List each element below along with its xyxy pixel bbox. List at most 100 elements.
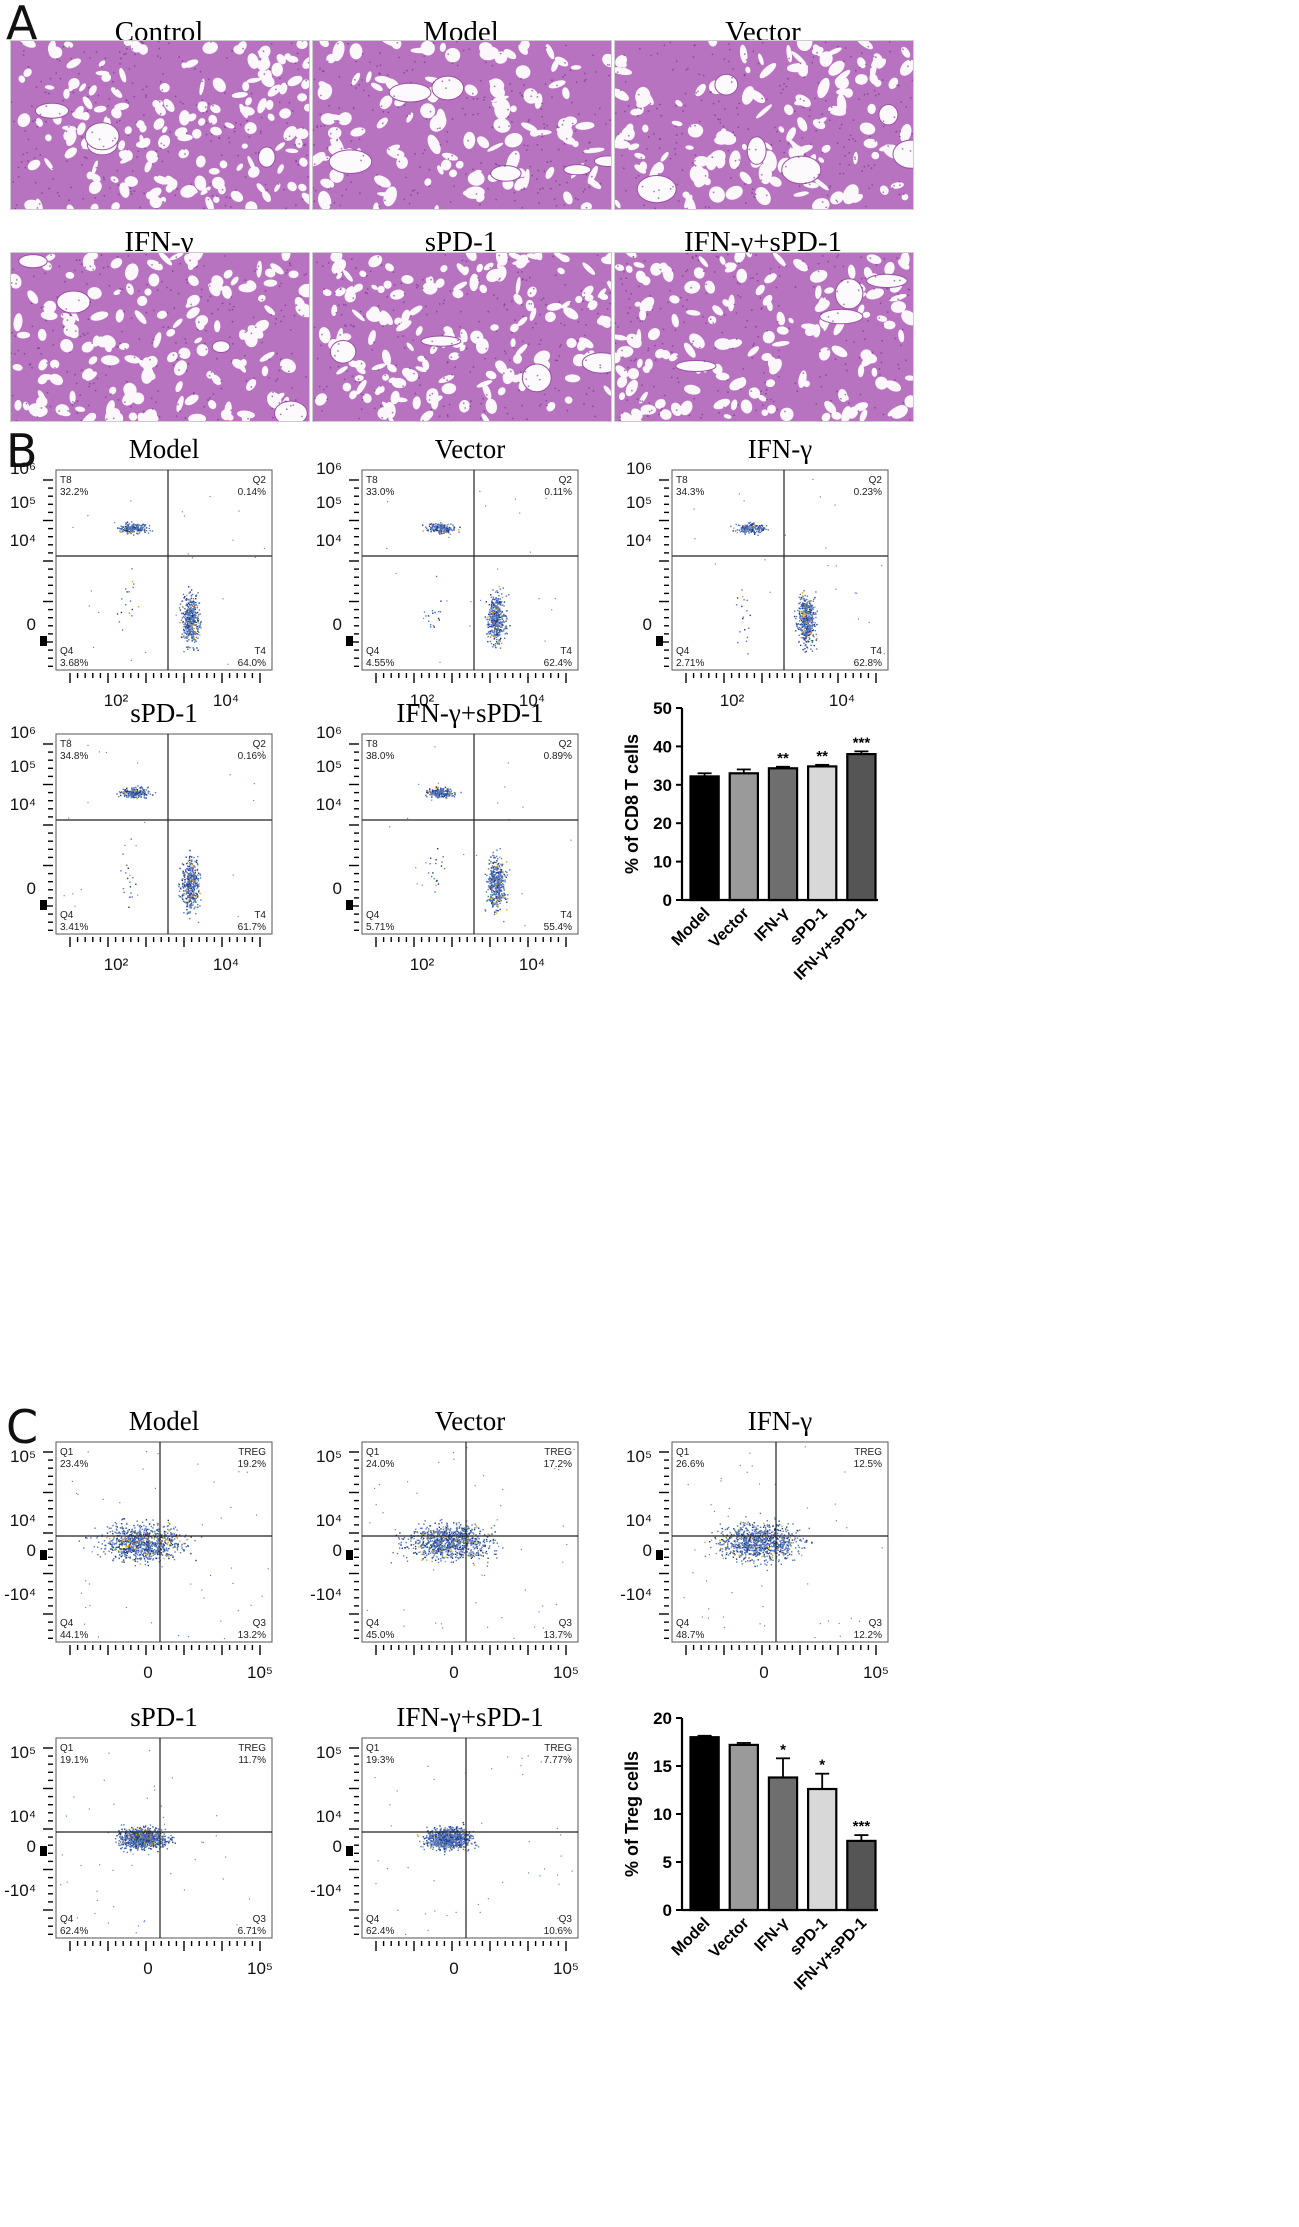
x-tick-label: 0 [143,1959,152,1978]
histology-texture [615,41,913,209]
bar [728,1743,759,1912]
axis-minor-ticks [659,1451,877,1655]
significance-marker: * [819,1757,825,1774]
y-tick-label: 10⁴ [10,1511,36,1530]
y-tick-label: 10⁵ [316,1743,342,1762]
y-tick-label: 0 [643,1541,652,1560]
axis-tick-cluster [40,900,47,910]
flow-plot-c-ifng: IFN-γ Q1 26.6% TREG 12.5% Q4 48.7% Q3 12.2% 10⁵ 10… [616,1404,916,1699]
x-tick-label: 10⁵ [247,1663,273,1682]
plot-frame [55,1737,273,1939]
quadrant-label-tr: TREG [854,1447,882,1458]
y-tick-label: 0 [27,615,36,634]
y-tick-label: 10⁴ [10,531,36,550]
histology-texture [615,253,913,421]
flow-plot-c-combo: IFN-γ+sPD-1 Q1 19.3% TREG 7.77% Q4 62.4% Q3 10.6… [306,1700,606,1995]
axis-tick-cluster [40,636,47,646]
y-tick-label: 0 [333,1837,342,1856]
plot-frame [55,733,273,935]
quadrant-label-tl: T8 [60,739,72,750]
flow-plot-title: IFN-γ [748,1406,812,1436]
y-tick-label: 0 [27,1837,36,1856]
quadrant-label-br-value: 62.8% [854,658,882,669]
bar [689,775,720,902]
quadrant-label-bl-value: 3.68% [60,658,88,669]
y-tick-label: 10⁴ [10,1807,36,1826]
x-tick-label: 10⁴ [519,691,545,710]
x-tick-label: 0 [449,1959,458,1978]
quadrant-label-tr: Q2 [253,739,267,750]
quadrant-label-tl: T8 [366,475,378,486]
y-tick-label: 10⁵ [626,493,652,512]
x-tick-label: Model [669,905,714,950]
histology-texture [11,41,309,209]
flow-plot-title: IFN-γ+sPD-1 [396,1702,543,1732]
flow-plot-title: IFN-γ+sPD-1 [396,698,543,728]
flow-plot-title: Vector [435,1406,505,1436]
quadrant-label-bl: Q4 [60,1914,74,1925]
axis-minor-ticks [349,1451,567,1655]
y-tick-label: -10⁴ [620,1585,652,1604]
x-tick-label: 10² [410,955,435,974]
significance-marker: *** [853,1818,871,1835]
axis-tick-cluster [346,1550,353,1560]
y-tick-label: 10⁴ [10,795,36,814]
y-tick-label: 10⁵ [10,757,36,776]
quadrant-label-bl: Q4 [60,910,74,921]
flow-plot-title: Model [129,1406,200,1436]
event-dots [63,738,264,924]
quadrant-label-tl: Q1 [60,1743,74,1754]
y-tick-label: 10⁴ [316,1807,342,1826]
x-tick-label: Vector [706,905,753,952]
quadrant-label-tl: T8 [60,475,72,486]
flow-plot-b-ifng: IFN-γ T8 34.3% Q2 0.23% Q4 2.71% T4 62.8% 10⁶ 10⁵ 1… [616,432,916,717]
y-tick-label: 10⁵ [10,1447,36,1466]
event-dots [367,490,556,664]
histology-texture [313,253,611,421]
histology-texture [11,253,309,421]
y-tick-label: 10⁶ [10,459,36,478]
x-tick-label: 10⁴ [829,691,855,710]
y-axis-label: % of Treg cells [622,1751,642,1877]
x-tick-label: 10⁴ [213,955,239,974]
x-tick-label: IFN-γ [752,905,792,945]
panel-letter-b: B [6,424,38,478]
y-tick-label: 10⁵ [316,493,342,512]
plot-frame [671,469,889,671]
quadrant-label-br: T4 [254,910,266,921]
flow-plot-title: IFN-γ [748,434,812,464]
x-tick-label: 10⁵ [863,1663,889,1682]
quadrant-label-br: T4 [254,646,266,657]
y-tick-label: -10⁴ [310,1881,342,1900]
quadrant-label-tl-value: 34.8% [60,751,88,762]
y-tick-label: 5 [663,1853,672,1872]
quadrant-label-tl: T8 [366,739,378,750]
quadrant-label-br: Q3 [253,1618,267,1629]
axis-tick-cluster [656,1550,663,1560]
histology-image-ifng [10,252,310,422]
quadrant-label-tr-value: 17.2% [544,1459,572,1470]
significance-marker: ** [816,748,828,765]
event-dots [374,1754,573,1935]
y-tick-label: 10⁴ [316,531,342,550]
significance-marker: * [780,1741,786,1758]
y-tick-label: 10⁴ [316,795,342,814]
quadrant-label-br: T4 [870,646,882,657]
x-tick-label: 10⁴ [519,955,545,974]
y-tick-label: 10⁶ [626,459,652,478]
y-tick-label: 10⁵ [316,757,342,776]
y-tick-label: 15 [653,1757,672,1776]
bar [728,772,759,902]
flow-plot-title: sPD-1 [130,1702,198,1732]
x-tick-label: Vector [706,1915,753,1962]
quadrant-label-tr-value: 19.2% [238,1459,266,1470]
quadrant-label-br-value: 13.7% [544,1630,572,1641]
y-tick-label: 10⁴ [626,531,652,550]
y-tick-label: 10⁴ [316,1511,342,1530]
axis-tick-cluster [40,1550,47,1560]
quadrant-label-bl: Q4 [60,646,74,657]
